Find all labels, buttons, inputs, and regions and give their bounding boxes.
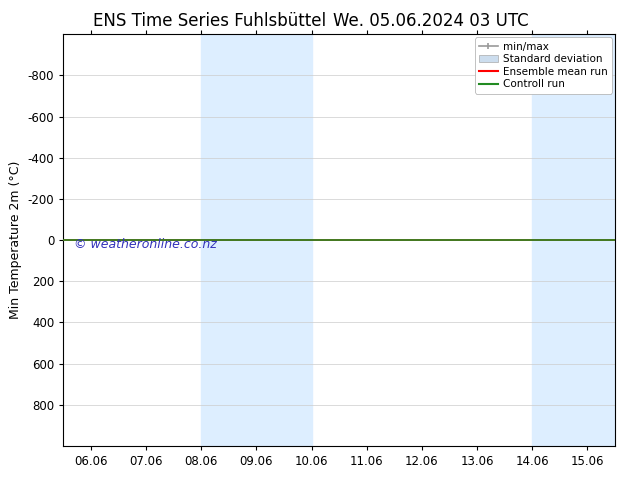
Text: ENS Time Series Fuhlsbüttel: ENS Time Series Fuhlsbüttel bbox=[93, 12, 326, 30]
Bar bbox=[256, 34, 312, 446]
Y-axis label: Min Temperature 2m (°C): Min Temperature 2m (°C) bbox=[9, 161, 22, 319]
Legend: min/max, Standard deviation, Ensemble mean run, Controll run: min/max, Standard deviation, Ensemble me… bbox=[475, 37, 612, 94]
Bar bbox=[533, 34, 588, 446]
Text: We. 05.06.2024 03 UTC: We. 05.06.2024 03 UTC bbox=[333, 12, 529, 30]
Bar bbox=[588, 34, 615, 446]
Text: © weatheronline.co.nz: © weatheronline.co.nz bbox=[74, 238, 217, 251]
Bar bbox=[202, 34, 256, 446]
